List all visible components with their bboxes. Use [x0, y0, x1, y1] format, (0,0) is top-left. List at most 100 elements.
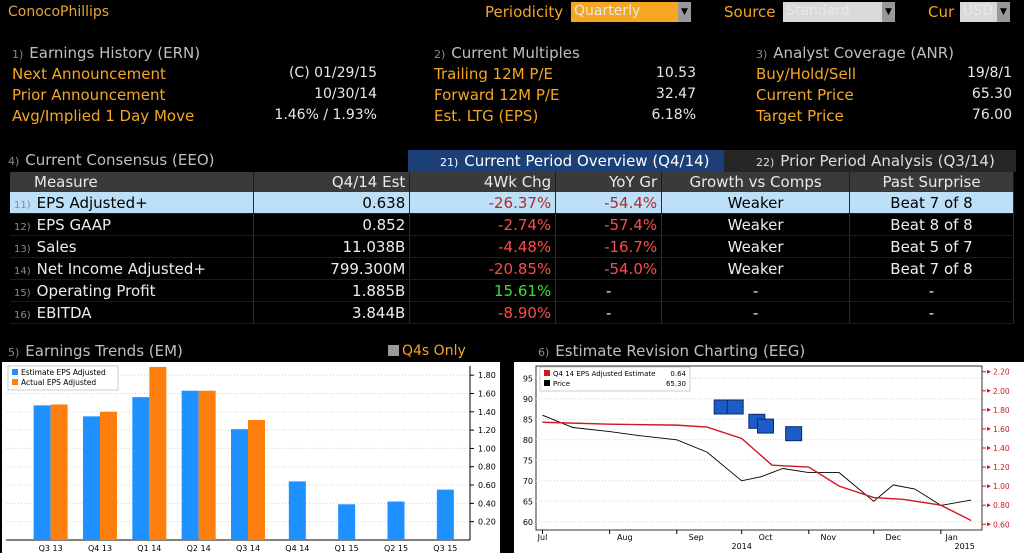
currency-dropdown[interactable]: USD ▼	[960, 2, 1010, 22]
bar-estimate-q3-14[interactable]	[231, 429, 248, 540]
yoy-gr-cell: -	[555, 279, 663, 302]
bar-actual-q1-14[interactable]	[149, 366, 167, 540]
analyst-coverage-title[interactable]: 3) Analyst Coverage (ANR)	[756, 44, 955, 62]
estimate-revision-title[interactable]: 6) Estimate Revision Charting (EEG)	[538, 342, 806, 360]
revision-marker-icon[interactable]	[785, 426, 803, 442]
row-label: Prior Announcement	[12, 86, 166, 104]
right-tick-label: 1.60	[993, 425, 1010, 434]
right-tick-marker	[987, 426, 991, 431]
legend-box	[539, 366, 691, 392]
table-row[interactable]: 12) EPS GAAP 0.852 -2.74% -57.4% Weaker Beat 8…	[10, 213, 1014, 236]
table-row[interactable]: 16) EBITDA 3.844B -8.90% - - -	[10, 301, 1014, 324]
checkbox-icon[interactable]	[388, 345, 399, 356]
x-tick-label: Q3 14	[236, 544, 260, 553]
right-tick-marker	[987, 369, 991, 374]
earnings-trends-title[interactable]: 5) Earnings Trends (EM)	[8, 342, 183, 360]
currency-value: USD	[963, 3, 993, 19]
column-header-4wk-chg[interactable]: 4Wk Chg	[409, 172, 557, 192]
4wk-chg-cell-text: -20.85%	[488, 259, 552, 278]
table-row[interactable]: 13) Sales 11.038B -4.48% -16.7% Weaker Beat 5 …	[10, 235, 1014, 258]
bar-estimate-q1-15[interactable]	[338, 504, 356, 540]
source-value: Standard	[786, 3, 850, 19]
column-header-estimate[interactable]: Q4/14 Est	[253, 172, 411, 192]
growth-vs-comps-cell-text: Weaker	[727, 193, 784, 212]
chevron-down-icon[interactable]: ▼	[997, 2, 1010, 22]
bar-actual-q4-13[interactable]	[100, 411, 117, 540]
row-value: 10/30/14	[314, 86, 377, 102]
estimate-cell-text: 0.638	[362, 193, 406, 212]
bar-estimate-q3-15[interactable]	[436, 489, 454, 540]
right-tick-marker	[987, 446, 991, 450]
current-multiples-row: Forward 12M P/E 32.47	[434, 85, 696, 106]
y-tick-label: 0.80	[478, 463, 496, 472]
estimate-cell: 11.038B	[253, 235, 411, 258]
tab-current-period[interactable]: 21) Current Period Overview (Q4/14)	[408, 150, 724, 172]
earnings-history-title[interactable]: 1) Earnings History (ERN)	[12, 44, 201, 62]
column-header-past-surprise[interactable]: Past Surprise	[849, 172, 1014, 192]
earnings-history-row: Prior Announcement 10/30/14	[12, 85, 377, 106]
right-tick-marker	[987, 388, 991, 393]
row-label: Trailing 12M P/E	[434, 65, 553, 83]
table-row[interactable]: 11) EPS Adjusted+ 0.638 -26.37% -54.4% Weaker…	[10, 192, 1014, 214]
left-tick-label: 75	[523, 456, 533, 465]
row-number: 12)	[14, 221, 31, 233]
current-multiples-title[interactable]: 2) Current Multiples	[434, 44, 580, 62]
row-number: 16)	[14, 309, 31, 321]
x-tick-label: Q2 14	[187, 544, 211, 553]
column-header-measure[interactable]: Measure	[10, 172, 255, 192]
bar-estimate-q1-14[interactable]	[132, 397, 150, 540]
bar-actual-q2-14[interactable]	[198, 390, 216, 540]
table-row[interactable]: 15) Operating Profit 1.885B 15.61% - - -	[10, 279, 1014, 302]
growth-vs-comps-cell-text: -	[752, 281, 759, 300]
y-tick-label: 1.80	[478, 371, 496, 380]
consensus-title[interactable]: 4) Current Consensus (EEO)	[8, 151, 215, 169]
x-tick-label: Q4 14	[285, 544, 309, 553]
current-multiples-section: 2) Current Multiples Trailing 12M P/E 10.5…	[434, 44, 696, 127]
chevron-down-icon[interactable]: ▼	[678, 2, 691, 22]
row-label: Next Announcement	[12, 65, 166, 83]
bar-estimate-q2-14[interactable]	[181, 390, 199, 540]
column-header-yoy-gr[interactable]: YoY Gr	[555, 172, 663, 192]
revision-marker-icon[interactable]	[756, 418, 774, 434]
4wk-chg-cell: 15.61%	[409, 279, 557, 302]
x-tick-label: Q3 15	[433, 544, 457, 553]
bar-actual-q3-13[interactable]	[50, 404, 68, 540]
legend-value: 0.64	[670, 370, 686, 378]
measure-cell-text: Net Income Adjusted+	[36, 259, 206, 278]
q4s-only-toggle[interactable]: Q4s Only	[388, 343, 466, 359]
row-number: 14)	[14, 265, 31, 277]
estimate-cell: 0.638	[253, 192, 411, 214]
bar-estimate-q4-13[interactable]	[83, 416, 100, 540]
x-tick-label: Q3 13	[39, 544, 63, 553]
analyst-coverage-row: Buy/Hold/Sell 19/8/1	[756, 64, 1012, 85]
growth-vs-comps-cell: -	[661, 279, 851, 302]
column-header-growth-vs-comps[interactable]: Growth vs Comps	[661, 172, 851, 192]
tab-prior-period[interactable]: 22) Prior Period Analysis (Q3/14)	[724, 150, 1016, 172]
4wk-chg-cell: -4.48%	[409, 235, 557, 258]
revision-marker-icon[interactable]	[726, 399, 744, 415]
plot-area	[535, 365, 983, 531]
past-surprise-cell: -	[849, 301, 1014, 324]
chevron-down-icon[interactable]: ▼	[882, 2, 895, 22]
measure-cell: 16) EBITDA	[10, 301, 255, 324]
right-tick-label: 2.20	[993, 368, 1010, 377]
yoy-gr-cell: -57.4%	[555, 213, 663, 236]
row-number: 11)	[14, 199, 31, 211]
bar-estimate-q3-13[interactable]	[33, 405, 51, 540]
bar-estimate-q2-15[interactable]	[387, 501, 405, 540]
current-multiples-row: Est. LTG (EPS) 6.18%	[434, 106, 696, 127]
analyst-coverage-row: Current Price 65.30	[756, 85, 1012, 106]
past-surprise-cell-text: Beat 7 of 8	[890, 193, 973, 212]
periodicity-dropdown[interactable]: Quarterly ▼	[571, 2, 691, 22]
bar-actual-q3-14[interactable]	[248, 420, 265, 540]
x-tick-label: Jan	[945, 533, 958, 542]
bar-estimate-q4-14[interactable]	[288, 481, 306, 540]
y-tick-label: 0.40	[478, 499, 496, 508]
table-row[interactable]: 14) Net Income Adjusted+ 799.300M -20.85% -5…	[10, 257, 1014, 280]
legend-label: Price	[553, 380, 570, 388]
legend-label: Actual EPS Adjusted	[21, 378, 96, 387]
4wk-chg-cell: -26.37%	[409, 192, 557, 214]
source-dropdown[interactable]: Standard ▼	[783, 2, 895, 22]
estimate-line	[542, 421, 972, 522]
4wk-chg-cell-text: -4.48%	[498, 237, 552, 256]
